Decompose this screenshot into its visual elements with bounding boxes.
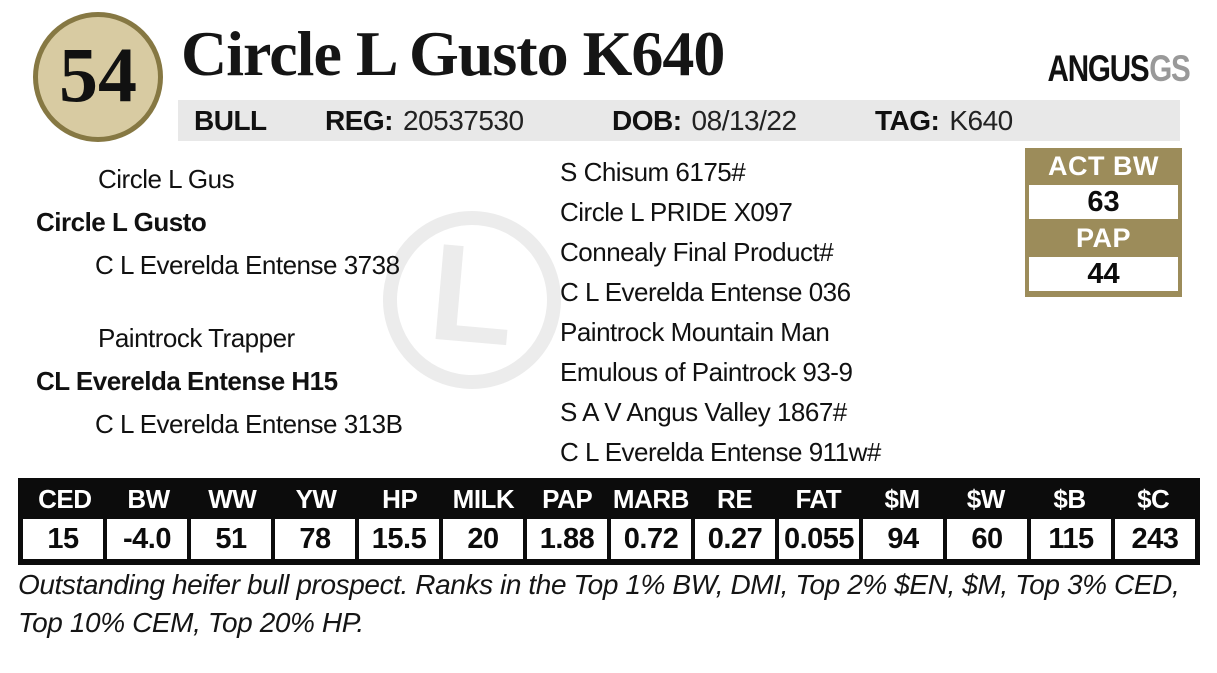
epd-value-cell: 78 [271, 519, 355, 559]
page-title: Circle L Gusto K640 [181, 18, 725, 89]
circle-l-watermark-icon: L [375, 203, 569, 397]
pedigree-ancestor: S Chisum 6175# [560, 157, 746, 187]
epd-header-cell: $C [1111, 483, 1196, 516]
dob-label: DOB: [612, 104, 682, 136]
epd-header-cell: RE [692, 483, 777, 516]
pedigree-ancestors-column: S Chisum 6175# Circle L PRIDE X097 Conne… [560, 152, 881, 472]
pedigree-parents-column: Circle L Gus Circle L Gusto C L Everelda… [0, 158, 403, 446]
pedigree-dam-grandsire: Paintrock Trapper [98, 323, 295, 353]
brand-suffix: GS [1149, 48, 1192, 89]
epd-header-cell: $M [860, 483, 944, 516]
epd-value-cell: 0.72 [607, 519, 691, 559]
epd-value-cell: 243 [1111, 519, 1195, 559]
reg-field: REG: 20537530 [325, 100, 524, 141]
stat-value-act-bw: 63 [1029, 185, 1178, 219]
epd-value-cell: 60 [943, 519, 1027, 559]
stat-label-pap: PAP [1075, 223, 1131, 253]
stat-value-pap: 44 [1029, 257, 1178, 291]
stat-label-act-bw: ACT BW [1048, 151, 1159, 181]
pedigree-ancestor: C L Everelda Entense 911w# [560, 437, 881, 467]
epd-header-cell: MILK [441, 483, 526, 516]
angus-gs-logo: ANGUSGS [1047, 48, 1192, 89]
measurements-box: ACT BW 63 PAP 44 [1025, 148, 1182, 297]
sex-label: BULL [194, 104, 267, 136]
epd-header-cell: PAP [525, 483, 610, 516]
epd-header-cell: $W [943, 483, 1028, 516]
epd-values-row: 15 -4.0 51 78 15.5 20 1.88 0.72 0.27 0.0… [23, 516, 1195, 559]
pedigree-sire-granddam: C L Everelda Entense 3738 [95, 250, 400, 280]
epd-value-cell: 51 [187, 519, 271, 559]
epd-header-cell: $B [1027, 483, 1112, 516]
footnote-text: Outstanding heifer bull prospect. Ranks … [18, 569, 1180, 638]
reg-label: REG: [325, 104, 394, 136]
epd-header-row: CED BW WW YW HP MILK PAP MARB RE FAT $M … [23, 483, 1196, 516]
tag-value: K640 [949, 104, 1013, 136]
pedigree-ancestor: Emulous of Paintrock 93-9 [560, 357, 853, 387]
pedigree-dam-granddam: C L Everelda Entense 313B [95, 409, 403, 439]
info-bar: BULL REG: 20537530 DOB: 08/13/22 TAG: K6… [178, 100, 1180, 141]
lot-number: 54 [59, 31, 137, 118]
epd-header-cell: HP [357, 483, 442, 516]
dob-value: 08/13/22 [691, 104, 798, 136]
tag-label: TAG: [875, 104, 940, 136]
epd-header-cell: WW [190, 483, 275, 516]
epd-value-cell: 15 [23, 519, 103, 559]
pedigree-dam-name: CL Everelda Entense H15 [36, 366, 338, 396]
pedigree-ancestor: Circle L PRIDE X097 [560, 197, 793, 227]
epd-value-cell: 0.055 [775, 519, 859, 559]
epd-table: CED BW WW YW HP MILK PAP MARB RE FAT $M … [18, 478, 1200, 565]
epd-header-cell: FAT [776, 483, 861, 516]
pedigree-dam-group: Paintrock Trapper CL Everelda Entense H1… [0, 317, 403, 446]
epd-value-cell: -4.0 [103, 519, 187, 559]
tag-field: TAG: K640 [875, 100, 1013, 141]
lot-number-badge: 54 [33, 12, 163, 142]
watermark-letter: L [423, 214, 522, 376]
pedigree-ancestor: C L Everelda Entense 036 [560, 277, 851, 307]
sex-field: BULL [194, 100, 277, 141]
dob-field: DOB: 08/13/22 [612, 100, 797, 141]
epd-header-cell: MARB [609, 483, 693, 516]
pedigree-ancestor: Connealy Final Product# [560, 237, 834, 267]
pedigree-ancestor: Paintrock Mountain Man [560, 317, 830, 347]
epd-value-cell: 20 [439, 519, 523, 559]
epd-value-cell: 1.88 [523, 519, 607, 559]
epd-value-cell: 15.5 [355, 519, 439, 559]
epd-header-cell: YW [274, 483, 358, 516]
reg-value: 20537530 [403, 104, 524, 136]
epd-value-cell: 0.27 [691, 519, 775, 559]
epd-header-cell: CED [23, 483, 107, 516]
epd-value-cell: 115 [1027, 519, 1111, 559]
brand-name: ANGUS [1047, 48, 1150, 89]
epd-value-cell: 94 [859, 519, 943, 559]
pedigree-ancestor: S A V Angus Valley 1867# [560, 397, 847, 427]
epd-header-cell: BW [106, 483, 191, 516]
pedigree-sire-name: Circle L Gusto [36, 207, 207, 237]
pedigree-sire-grandsire: Circle L Gus [98, 164, 235, 194]
pedigree-sire-group: Circle L Gus Circle L Gusto C L Everelda… [0, 158, 402, 287]
